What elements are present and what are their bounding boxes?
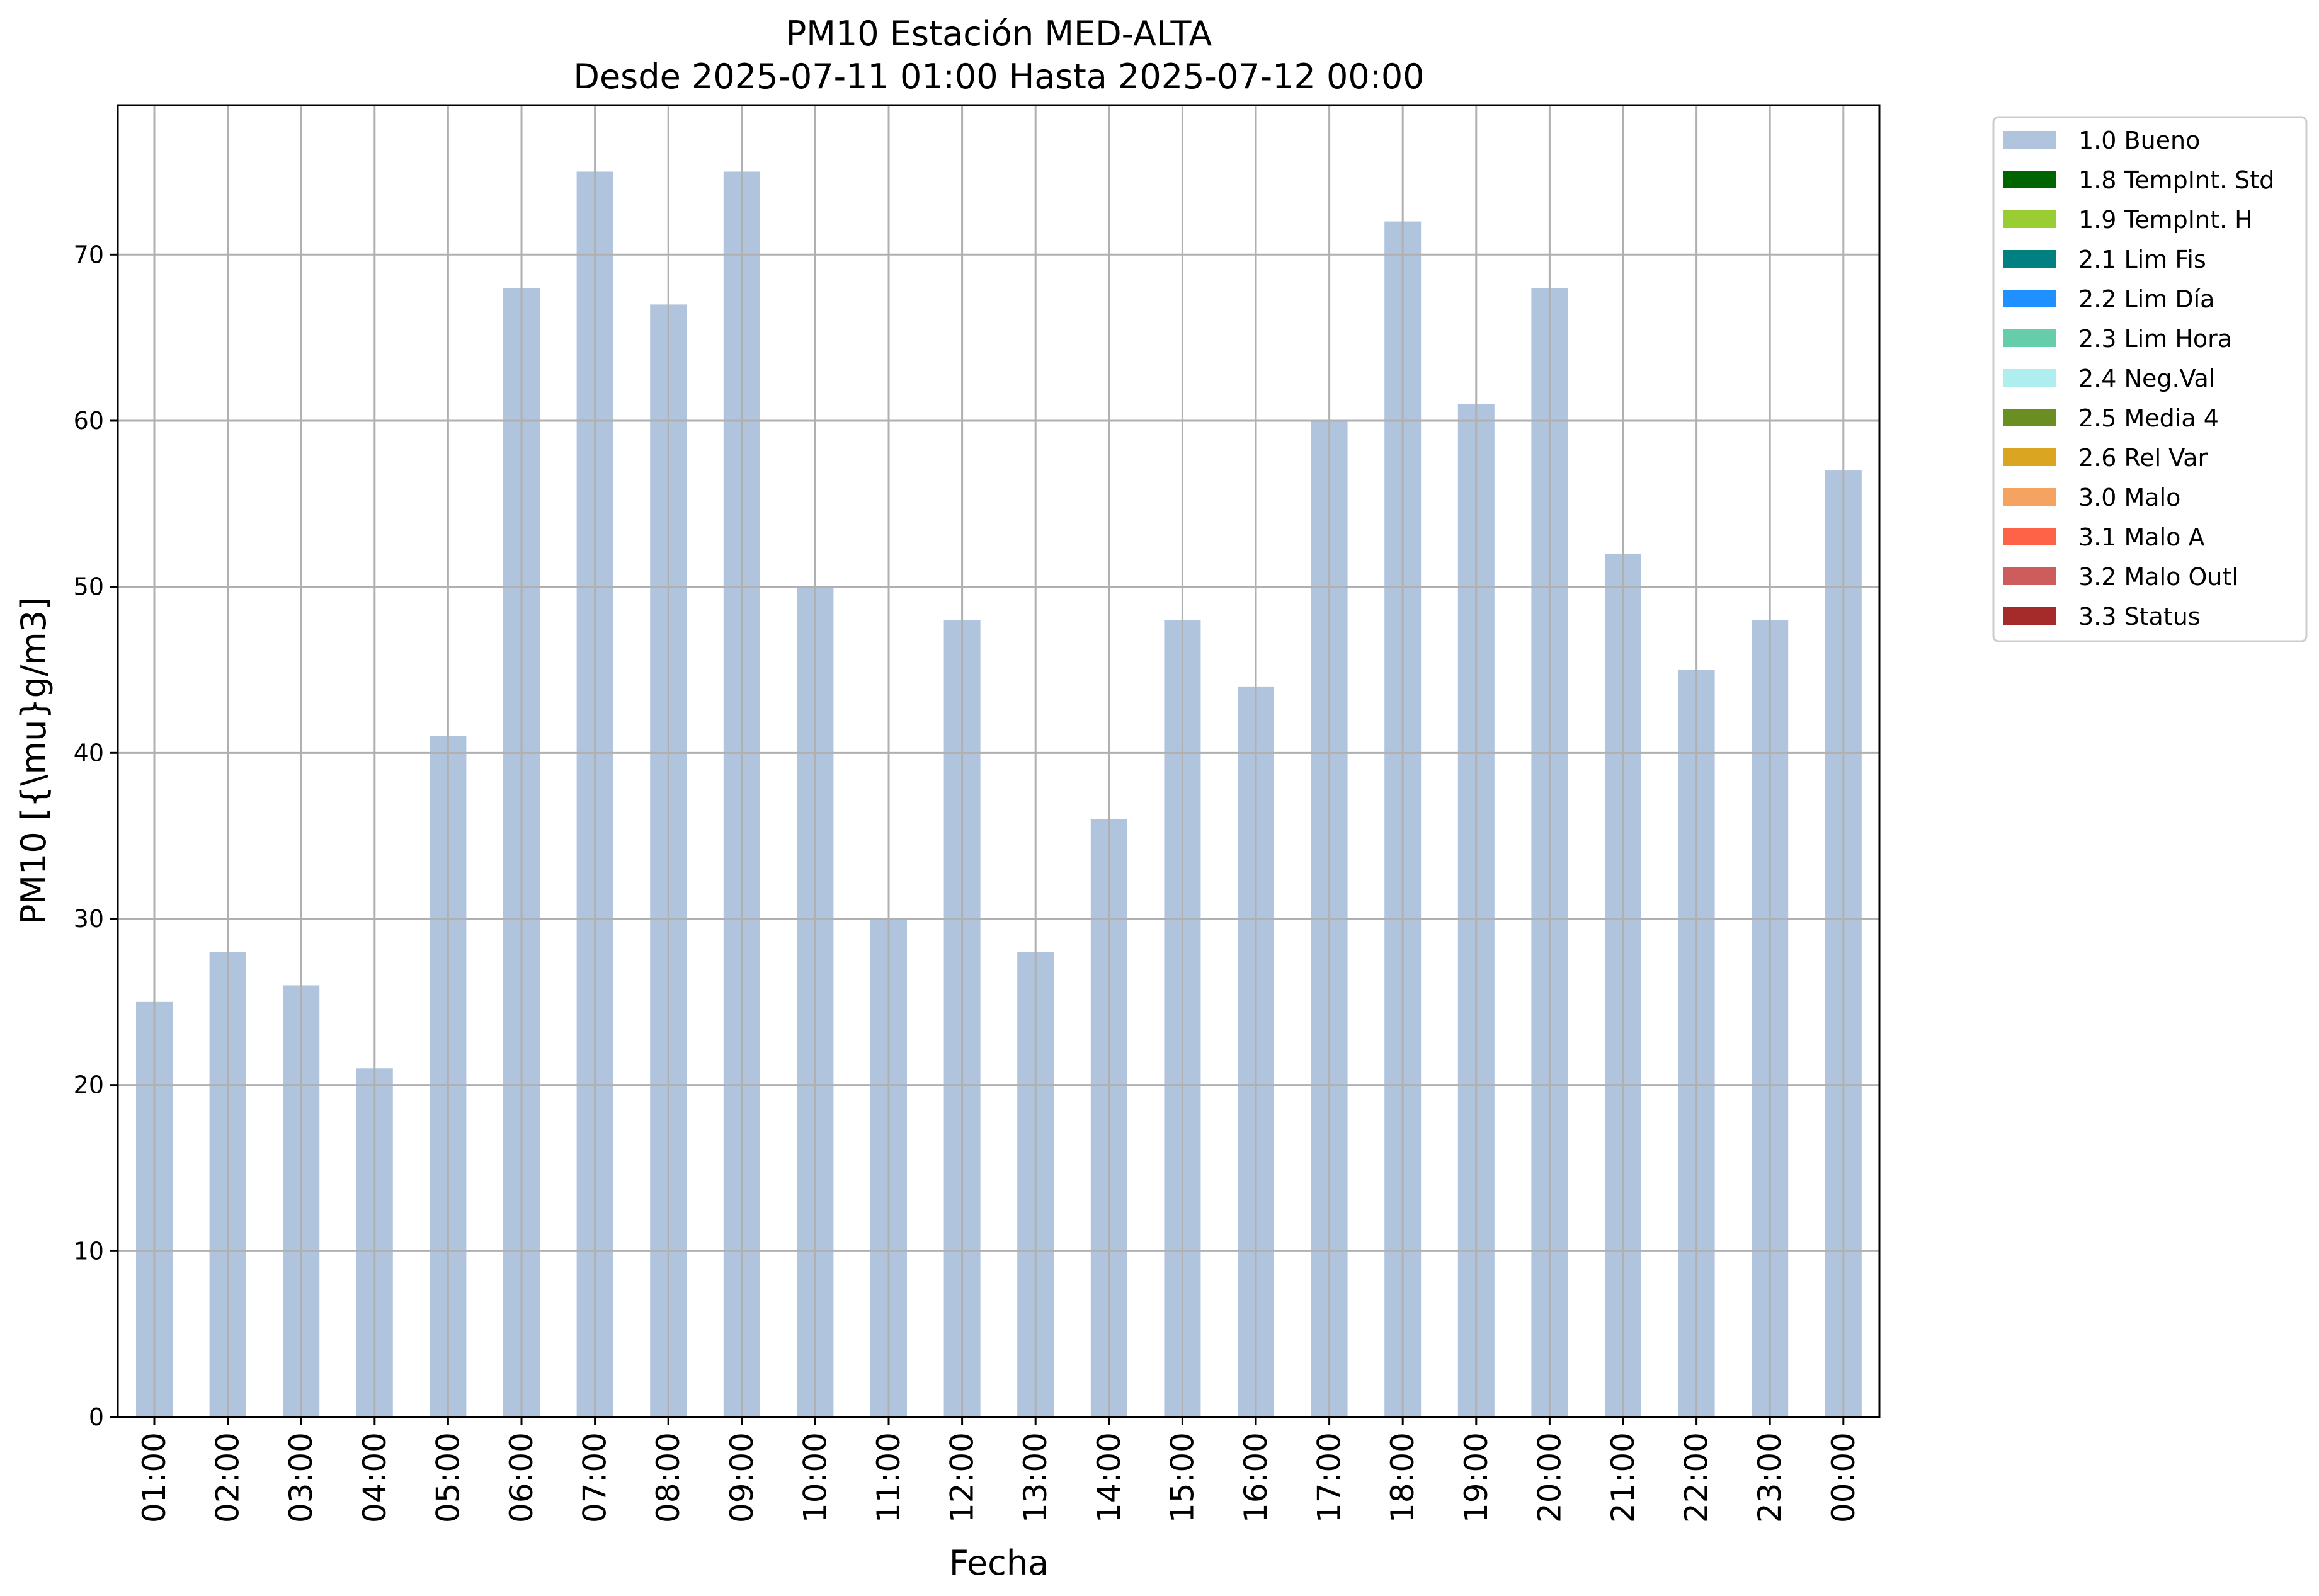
x-tick-label: 14:00: [1091, 1432, 1127, 1523]
x-tick-label: 15:00: [1164, 1432, 1200, 1523]
legend-label: 3.2 Malo Outl: [2078, 563, 2238, 591]
x-tick-label: 04:00: [356, 1432, 393, 1523]
x-tick-label: 02:00: [210, 1432, 246, 1523]
legend-swatch: [2003, 448, 2056, 466]
legend-label: 1.0 Bueno: [2078, 127, 2200, 154]
y-axis-ticks: 0 10 20 30 40 50 60 70: [74, 241, 118, 1431]
y-tick-label: 60: [74, 407, 104, 435]
y-axis-label: PM10 [{\mu}g/m3]: [14, 597, 54, 925]
x-tick-label: 13:00: [1017, 1432, 1054, 1523]
x-tick-label: 03:00: [283, 1432, 319, 1523]
legend-swatch: [2003, 409, 2056, 426]
legend-label: 2.4 Neg.Val: [2078, 365, 2215, 392]
x-tick-label: 23:00: [1752, 1432, 1788, 1523]
legend-label: 2.1 Lim Fis: [2078, 246, 2206, 273]
legend-label: 2.6 Rel Var: [2078, 444, 2208, 472]
x-tick-label: 12:00: [944, 1432, 981, 1523]
x-axis-label: Fecha: [949, 1543, 1049, 1583]
x-tick-label: 05:00: [430, 1432, 466, 1523]
y-tick-label: 50: [74, 573, 104, 601]
legend-frame: [1992, 116, 2308, 642]
x-axis-ticks: 01:00 02:00 03:00 04:00 05:00 06:00 07:00 08:00…: [136, 1417, 1862, 1523]
legend-label: 1.9 TempInt. H: [2078, 206, 2253, 234]
x-tick-label: 20:00: [1531, 1432, 1568, 1523]
y-tick-label: 70: [74, 241, 104, 268]
x-tick-label: 21:00: [1605, 1432, 1641, 1523]
legend-label: 2.3 Lim Hora: [2078, 325, 2232, 353]
y-tick-label: 30: [74, 905, 104, 933]
plot-frame: [117, 104, 1881, 1418]
y-tick-label: 0: [89, 1403, 104, 1431]
legend-swatch: [2003, 528, 2056, 545]
x-tick-label: 11:00: [870, 1432, 907, 1523]
legend-swatch: [2003, 567, 2056, 585]
legend-swatch: [2003, 290, 2056, 307]
legend-swatch: [2003, 607, 2056, 625]
x-tick-label: 19:00: [1458, 1432, 1495, 1523]
x-tick-label: 06:00: [503, 1432, 540, 1523]
chart-title: PM10 Estación MED-ALTA: [786, 14, 1212, 54]
legend-swatch: [2003, 250, 2056, 268]
x-tick-label: 01:00: [136, 1432, 173, 1523]
y-tick-label: 20: [74, 1071, 104, 1099]
x-tick-label: 10:00: [797, 1432, 833, 1523]
legend-swatch: [2003, 488, 2056, 506]
x-tick-label: 09:00: [724, 1432, 760, 1523]
x-tick-label: 00:00: [1825, 1432, 1862, 1523]
legend-swatch: [2003, 369, 2056, 387]
legend-swatch: [2003, 210, 2056, 228]
x-gridlines: [153, 105, 1845, 1417]
x-tick-label: 18:00: [1384, 1432, 1421, 1523]
legend-label: 3.3 Status: [2078, 603, 2201, 630]
legend-swatch: [2003, 131, 2056, 149]
y-tick-label: 40: [74, 739, 104, 767]
y-tick-label: 10: [74, 1237, 104, 1265]
legend-label: 3.1 Malo A: [2078, 523, 2204, 551]
legend-label: 3.0 Malo: [2078, 484, 2180, 511]
legend-swatch: [2003, 171, 2056, 188]
legend-swatch: [2003, 329, 2056, 347]
x-tick-label: 07:00: [577, 1432, 613, 1523]
legend: 1.0 Bueno 1.8 TempInt. Std 1.9 TempInt. H 2…: [1992, 116, 2308, 642]
legend-label: 2.2 Lim Día: [2078, 285, 2214, 313]
chart-subtitle: Desde 2025-07-11 01:00 Hasta 2025-07-12 …: [573, 57, 1424, 96]
x-tick-label: 17:00: [1311, 1432, 1348, 1523]
x-tick-label: 08:00: [650, 1432, 687, 1523]
legend-label: 2.5 Media 4: [2078, 404, 2219, 432]
x-tick-label: 16:00: [1238, 1432, 1274, 1523]
legend-label: 1.8 TempInt. Std: [2078, 166, 2274, 194]
x-tick-label: 22:00: [1678, 1432, 1715, 1523]
